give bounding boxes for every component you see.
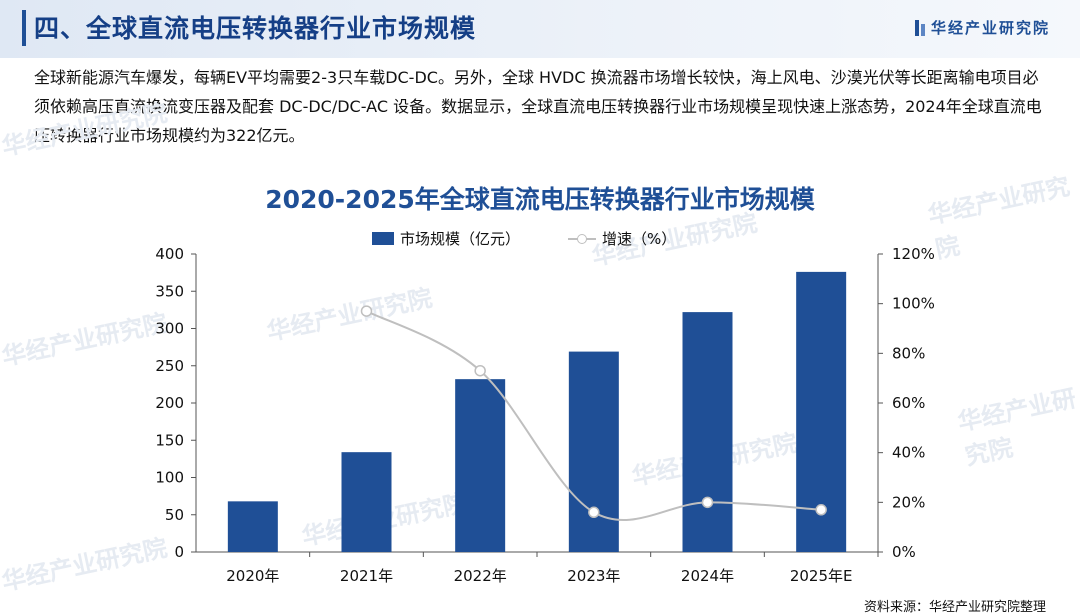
growth-point — [360, 305, 373, 317]
header-banner: 四、全球直流电压转换器行业市场规模 华经产业研究院 — [0, 0, 1080, 58]
legend-bar-label: 市场规模（亿元） — [400, 230, 521, 248]
intro-paragraph: 全球新能源汽车爆发，每辆EV平均需要2-3只车载DC-DC。另外，全球 HVDC… — [34, 68, 1042, 145]
y-right-tick-label: 20% — [892, 493, 925, 511]
y-left-tick-label: 100 — [155, 469, 184, 487]
chart-legend: 市场规模（亿元） 增速（%） — [372, 228, 676, 249]
bar — [455, 379, 506, 552]
legend-line-swatch — [568, 232, 597, 246]
x-tick-label: 2022年 — [454, 567, 507, 585]
y-right-tick-label: 40% — [892, 444, 925, 462]
y-left-tick-label: 150 — [155, 431, 184, 449]
y-left-tick-label: 300 — [155, 320, 184, 338]
growth-point — [474, 364, 486, 377]
y-left-tick-label: 200 — [155, 394, 184, 412]
page-title: 四、全球直流电压转换器行业市场规模 — [34, 14, 477, 43]
growth-point — [701, 496, 714, 509]
chart-title: 2020-2025年全球直流电压转换器行业市场规模 — [265, 185, 815, 214]
y-left-tick-label: 400 — [155, 245, 184, 263]
bar — [341, 452, 392, 552]
y-left-tick-label: 350 — [155, 282, 184, 300]
bar — [682, 312, 733, 552]
y-right-tick-label: 60% — [892, 394, 925, 412]
x-tick-label: 2020年 — [226, 567, 279, 585]
y-left-tick-label: 250 — [155, 357, 184, 375]
y-left-tick-label: 50 — [165, 506, 184, 524]
brand-logo-icon — [914, 19, 925, 36]
y-right-tick-label: 100% — [892, 295, 935, 313]
legend-line-label: 增速（%） — [602, 230, 677, 248]
y-right-tick-label: 80% — [892, 344, 925, 362]
legend-bar-swatch — [372, 232, 394, 245]
y-right-tick-label: 0% — [892, 543, 916, 561]
y-left-tick-label: 0 — [174, 543, 184, 561]
x-tick-label: 2024年 — [681, 567, 734, 585]
brand-name: 华经产业研究院 — [930, 19, 1050, 37]
bar — [568, 351, 619, 552]
bar — [227, 501, 278, 552]
x-tick-label: 2023年 — [567, 567, 620, 585]
x-tick-label: 2025年E — [790, 567, 853, 585]
x-tick-label: 2021年 — [340, 567, 393, 585]
brand-logo: 华经产业研究院 — [914, 17, 1050, 38]
source-note: 资料来源：华经产业研究院整理 — [863, 600, 1046, 615]
growth-point — [815, 504, 827, 516]
growth-point — [588, 506, 600, 519]
header-accent-bar — [22, 10, 26, 46]
y-right-tick-label: 120% — [892, 245, 935, 263]
